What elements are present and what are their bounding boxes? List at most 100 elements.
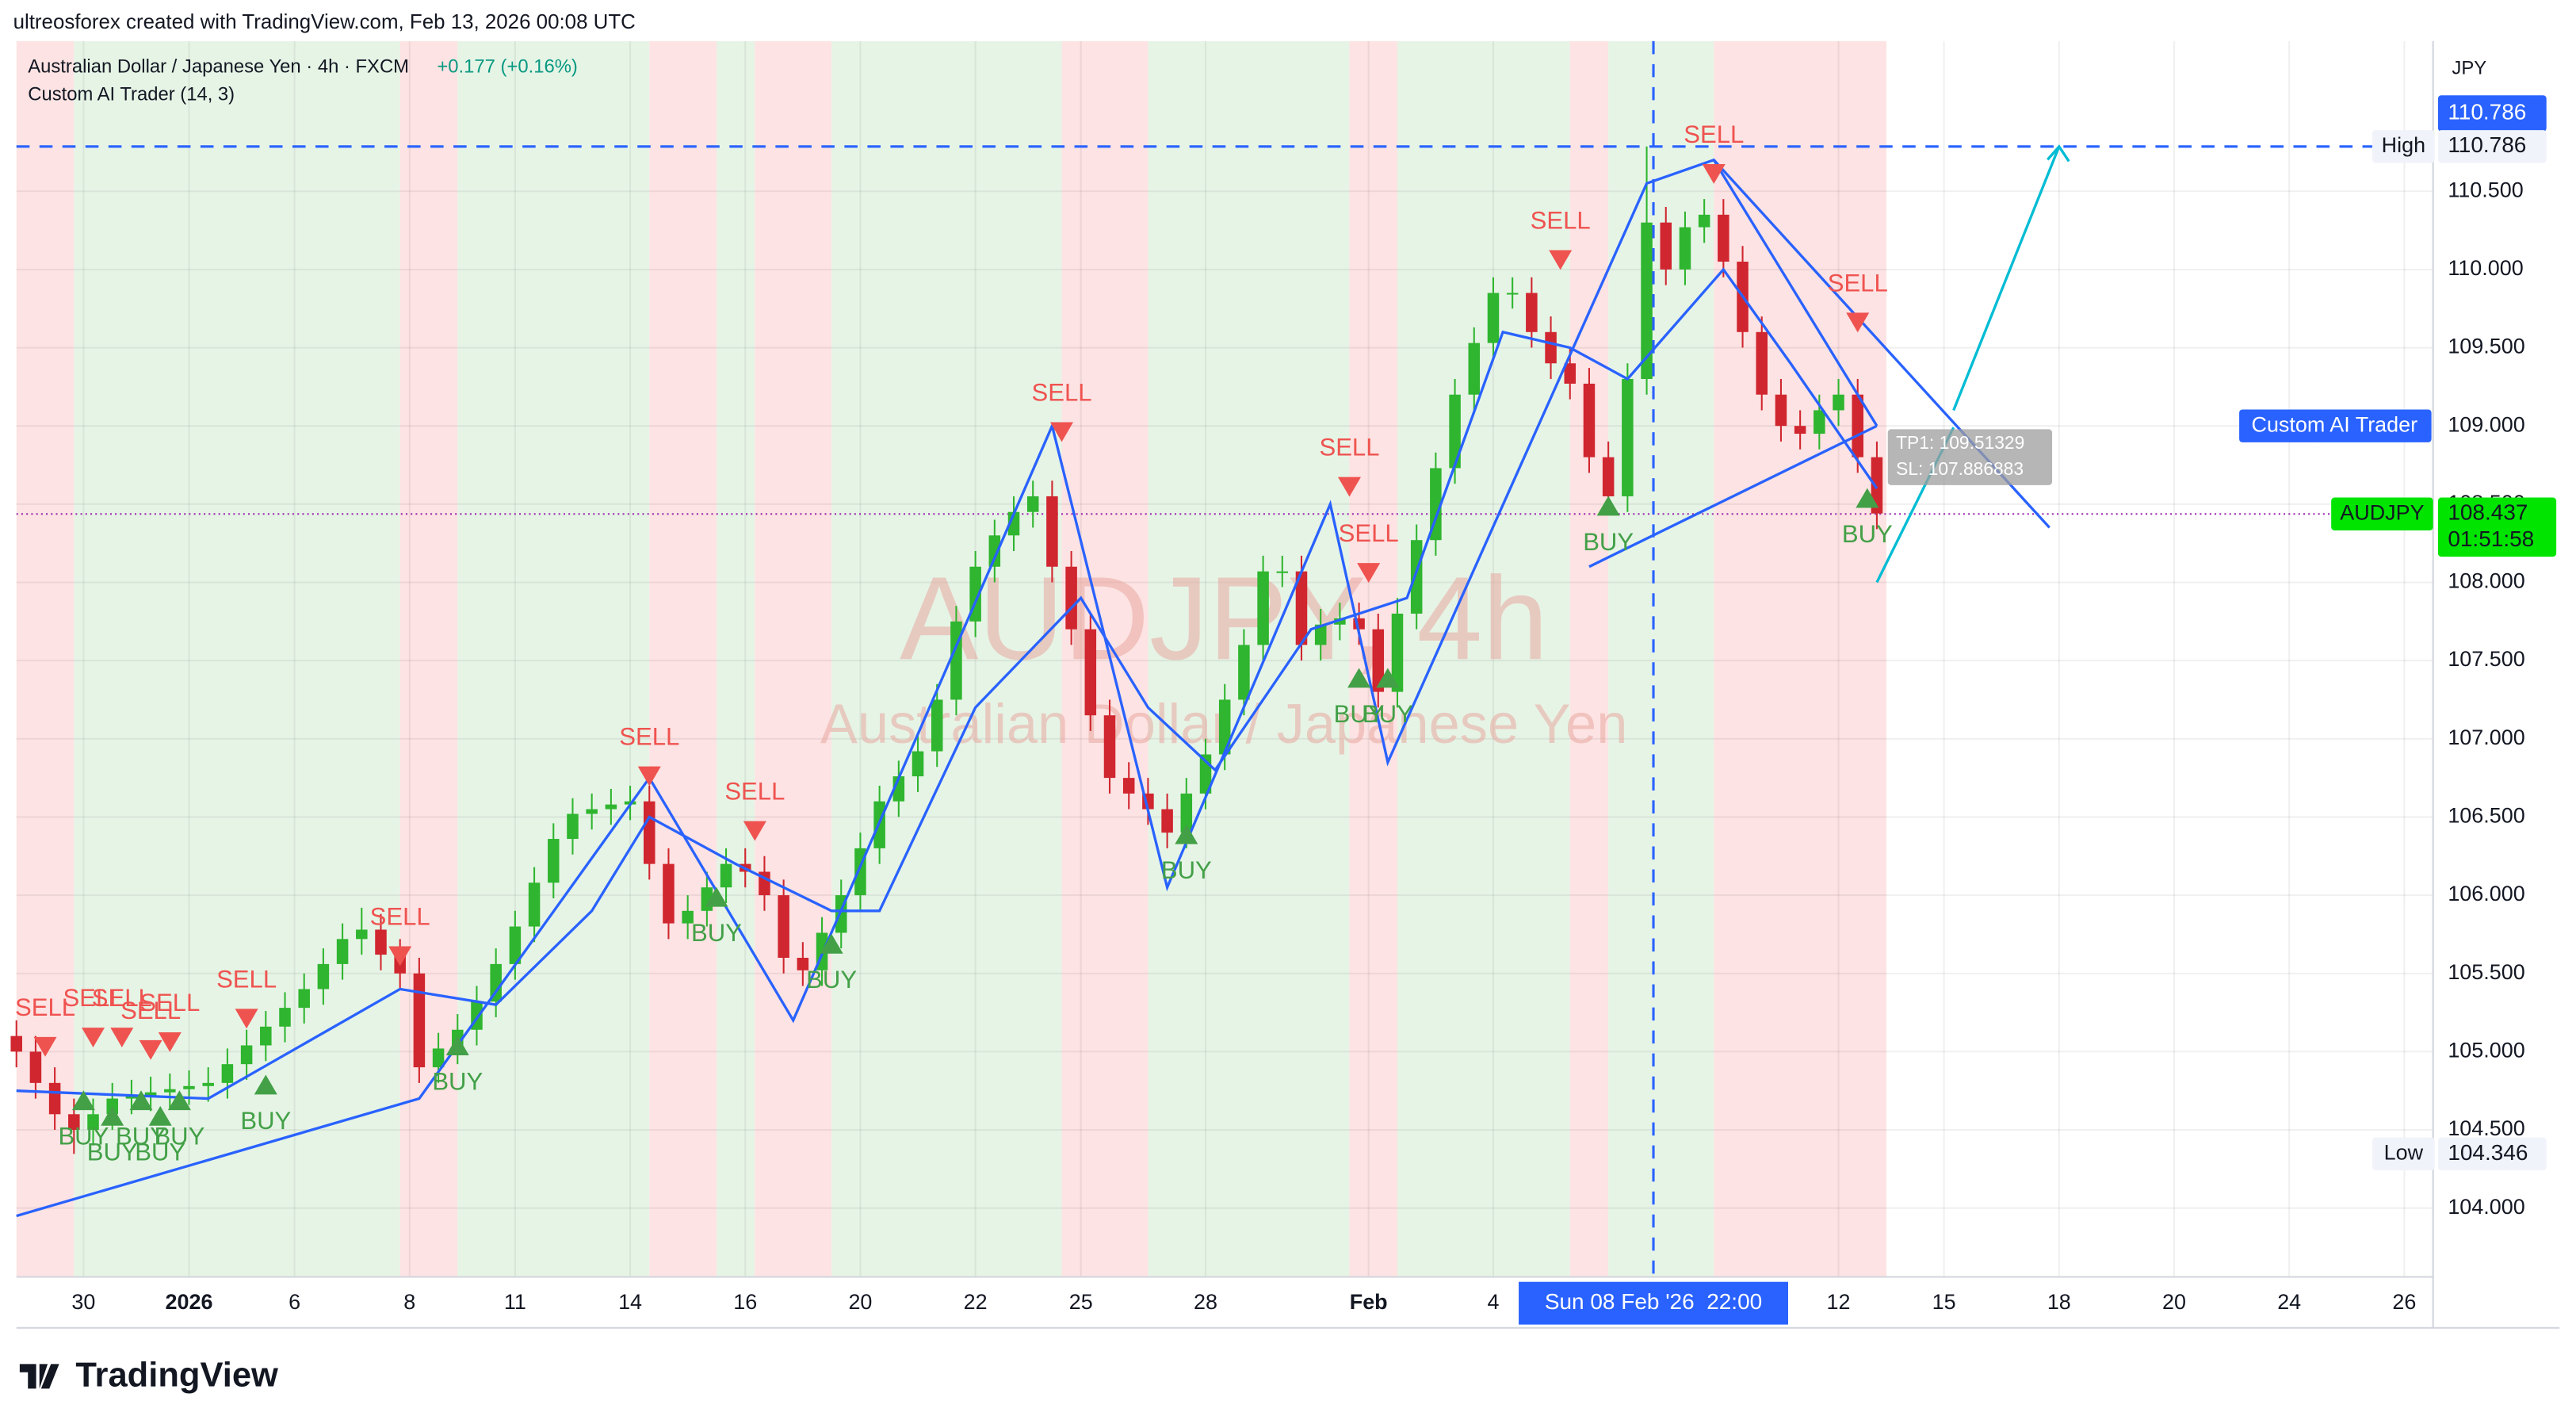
candle-body bbox=[509, 926, 522, 964]
overlay-line bbox=[1588, 424, 1878, 568]
last-tag bbox=[2437, 497, 2557, 557]
x-tick-label: Feb bbox=[1350, 1290, 1388, 1314]
signal-zone bbox=[755, 40, 832, 1277]
high-value: 110.786 bbox=[2448, 132, 2526, 157]
candle-body bbox=[1545, 331, 1557, 364]
signal-zone bbox=[649, 40, 717, 1277]
symbol-line: Australian Dollar / Japanese Yen · 4h · … bbox=[28, 56, 409, 77]
axis-top-tag bbox=[2437, 95, 2547, 132]
low-tag bbox=[2437, 1137, 2547, 1171]
signal-zone bbox=[1397, 40, 1570, 1277]
low-value: 104.346 bbox=[2448, 1140, 2528, 1165]
sl-label: SL: 107.886883 bbox=[1896, 458, 2024, 479]
candle-body bbox=[144, 1092, 157, 1096]
sell-marker bbox=[388, 946, 412, 967]
y-tick-label: 106.000 bbox=[2448, 882, 2524, 905]
sell-label: SELL bbox=[1531, 206, 1591, 234]
candle-body bbox=[1794, 426, 1806, 434]
candle-body bbox=[1698, 214, 1710, 228]
candle-body bbox=[1622, 378, 1634, 496]
candle-body bbox=[375, 929, 387, 955]
candle-body bbox=[336, 939, 349, 964]
sell-marker bbox=[158, 1032, 182, 1052]
buy-label: BUY bbox=[58, 1123, 109, 1150]
candle-body bbox=[1391, 613, 1404, 692]
sell-marker bbox=[637, 766, 661, 787]
candle-body bbox=[202, 1082, 214, 1086]
sell-marker bbox=[33, 1036, 57, 1057]
buy-label: BUY bbox=[806, 966, 857, 993]
change: +0.177 (+0.16%) bbox=[437, 56, 578, 77]
signal-zone bbox=[74, 40, 400, 1277]
candle-body bbox=[1161, 809, 1173, 833]
y-tick-label: 109.500 bbox=[2448, 335, 2524, 358]
signal-zone bbox=[1569, 40, 1609, 1277]
crosshair-tag bbox=[1519, 1281, 1788, 1325]
candle-body bbox=[1871, 457, 1883, 514]
sell-marker bbox=[110, 1028, 134, 1047]
x-tick-label: 20 bbox=[848, 1290, 872, 1314]
candle-body bbox=[1430, 468, 1442, 541]
x-tick-label: 8 bbox=[403, 1290, 415, 1314]
buy-marker bbox=[820, 933, 843, 954]
x-tick-label: 11 bbox=[504, 1290, 526, 1314]
buy-label: BUY bbox=[1334, 700, 1385, 728]
x-tick-label: 2026 bbox=[166, 1290, 213, 1314]
candle-body bbox=[298, 989, 310, 1009]
buy-marker bbox=[1175, 824, 1198, 844]
candle-body bbox=[490, 963, 502, 1002]
buy-label: BUY bbox=[1363, 700, 1413, 728]
overlay-line bbox=[1952, 146, 2061, 412]
arrow-head bbox=[2047, 144, 2070, 163]
candle-body bbox=[221, 1064, 234, 1083]
buy-marker bbox=[1376, 668, 1400, 688]
sell-marker bbox=[1702, 163, 1726, 184]
candle-body bbox=[605, 804, 617, 810]
buy-label: BUY bbox=[1583, 528, 1634, 556]
candle-body bbox=[1468, 343, 1481, 395]
sell-marker bbox=[82, 1028, 105, 1047]
candle-body bbox=[1084, 629, 1097, 716]
y-tick-label: 104.500 bbox=[2448, 1116, 2524, 1140]
axis-top-value: 110.786 bbox=[2448, 99, 2526, 124]
signal-zone bbox=[1061, 40, 1148, 1277]
sell-marker bbox=[743, 821, 766, 841]
sell-label: SELL bbox=[120, 997, 181, 1024]
currency: JPY bbox=[2452, 57, 2486, 78]
candle-body bbox=[1238, 645, 1250, 700]
candle-body bbox=[279, 1008, 291, 1027]
candle-body bbox=[164, 1089, 176, 1093]
candle-body bbox=[1833, 394, 1844, 411]
sell-label: SELL bbox=[370, 902, 430, 930]
buy-marker bbox=[148, 1105, 172, 1126]
countdown: 01:51:58 bbox=[2448, 526, 2534, 551]
y-tick-label: 106.500 bbox=[2448, 804, 2524, 828]
overlay-line bbox=[16, 158, 1878, 1218]
candle-body bbox=[586, 809, 598, 814]
buy-marker bbox=[129, 1090, 153, 1111]
high-tag bbox=[2437, 130, 2547, 163]
candle-body bbox=[1449, 394, 1461, 469]
buy-marker bbox=[1347, 668, 1371, 688]
candle-body bbox=[1218, 699, 1231, 755]
zones bbox=[16, 40, 1887, 1277]
candle-body bbox=[183, 1085, 195, 1089]
y-tick-label: 107.500 bbox=[2448, 647, 2524, 671]
sell-marker bbox=[1549, 250, 1573, 270]
credit: ultreosforex created with TradingView.co… bbox=[13, 11, 636, 33]
x-tick-label: 18 bbox=[2047, 1290, 2071, 1314]
buy-label: BUY bbox=[154, 1123, 204, 1150]
buy-label: BUY bbox=[1161, 856, 1212, 884]
buy-marker bbox=[101, 1105, 124, 1126]
candle-body bbox=[48, 1082, 61, 1115]
sell-label: SELL bbox=[1339, 519, 1399, 547]
candle-body bbox=[1065, 566, 1077, 630]
candle-body bbox=[1564, 363, 1577, 384]
x-tick-label: 4 bbox=[1487, 1290, 1499, 1314]
buy-label: BUY bbox=[87, 1138, 138, 1166]
candle-body bbox=[1314, 624, 1327, 645]
buy-marker bbox=[254, 1074, 277, 1095]
y-tick-label: 110.500 bbox=[2448, 178, 2523, 201]
